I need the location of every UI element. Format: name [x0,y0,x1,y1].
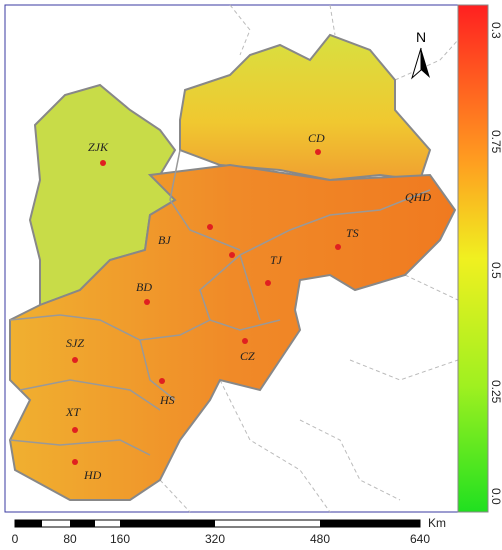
scale-label: 0 [12,532,19,546]
scale-bar [14,519,421,528]
city-label: TS [346,226,359,240]
city-label: ZJK [88,140,109,154]
scale-unit: Km [428,516,446,530]
city-label: CZ [240,349,255,363]
scale-label: 640 [410,532,430,546]
region-polygons [8,33,457,501]
city-label: QHD [405,190,431,204]
background-borders [159,4,459,513]
city-label: HS [159,393,175,407]
city-label: SJZ [66,336,84,350]
district-borders [9,149,431,456]
colorbar-label: 0.5 [489,262,502,279]
city-label: HD [83,468,102,482]
colorbar-label: 0.75 [489,130,502,154]
city-label: XT [65,405,81,419]
colorbar-label: 0.3 [489,22,502,39]
north-arrow: N [411,29,430,80]
scale-label: 320 [205,532,225,546]
scale-label: 160 [110,532,130,546]
city-label: BJ [158,233,171,247]
city-label: BD [136,280,152,294]
north-label: N [416,29,426,45]
colorbar-label: 0.25 [489,380,502,404]
colorbar [457,4,489,513]
city-dots [72,149,341,465]
city-label: TJ [270,253,283,267]
city-label: CD [308,131,325,145]
scale-label: 80 [63,532,77,546]
scale-label: 480 [310,532,330,546]
colorbar-label: 0.0 [489,488,502,505]
